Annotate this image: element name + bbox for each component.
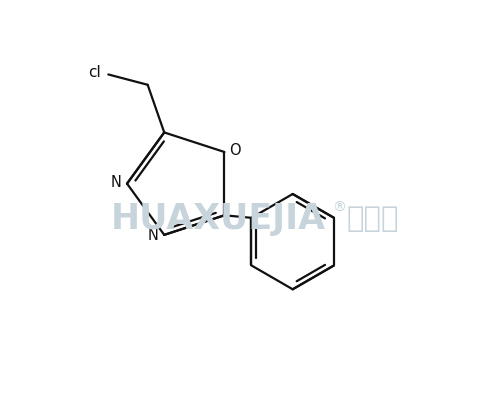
Text: N: N — [148, 228, 159, 243]
Text: HUAXUEJIA: HUAXUEJIA — [110, 202, 326, 236]
Text: 化学加: 化学加 — [347, 205, 399, 233]
Text: O: O — [229, 143, 241, 158]
Text: N: N — [111, 175, 122, 190]
Text: ®: ® — [332, 201, 346, 215]
Text: cl: cl — [88, 65, 101, 80]
